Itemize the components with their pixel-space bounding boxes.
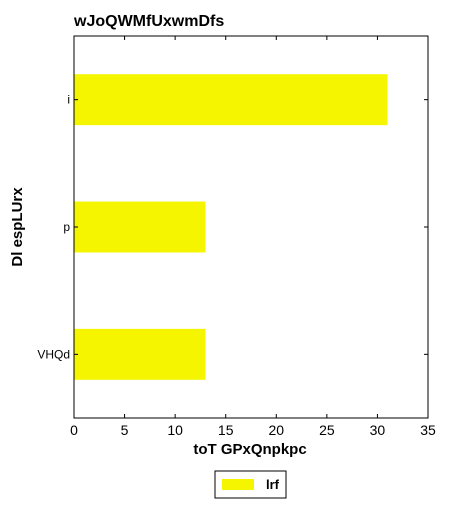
bar-p <box>74 201 206 253</box>
y-tick-label: p <box>63 220 70 234</box>
x-tick-label: 20 <box>268 422 284 438</box>
y-tick-label: VHQd <box>37 347 70 361</box>
x-tick-label: 10 <box>167 422 183 438</box>
x-tick-label: 15 <box>218 422 234 438</box>
y-axis-label: Dl espLUrx <box>9 187 26 267</box>
plot-area: 0 5 10 15 20 25 30 35 i p VHQd <box>37 35 436 438</box>
x-tick-label: 5 <box>121 422 129 438</box>
x-axis-label: toT GPxQnpkpc <box>193 441 306 458</box>
x-tick-label: 30 <box>370 422 386 438</box>
legend: lrf <box>214 470 287 499</box>
legend-label: lrf <box>266 477 280 492</box>
x-tick-label: 25 <box>319 422 335 438</box>
legend-swatch <box>222 479 254 490</box>
x-tick-label: 35 <box>420 422 436 438</box>
chart-title: wJoQWMfUxwmDfs <box>73 13 224 30</box>
x-tick-label: 0 <box>70 422 78 438</box>
y-tick-label: i <box>67 93 70 107</box>
bar-i <box>74 74 388 126</box>
bar-VHQd <box>74 328 206 380</box>
